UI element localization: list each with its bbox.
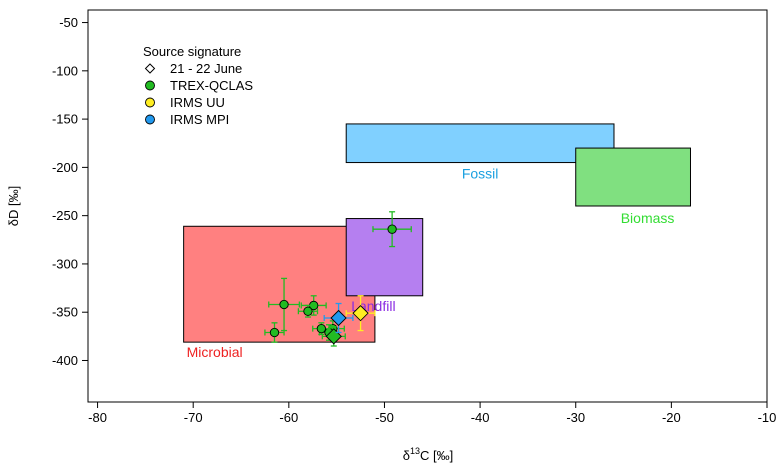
x-tick-label: -60 xyxy=(279,410,298,425)
y-tick-label: -300 xyxy=(52,256,78,271)
legend-label: IRMS MPI xyxy=(170,112,229,127)
y-tick-label: -400 xyxy=(52,353,78,368)
y-tick-label: -350 xyxy=(52,305,78,320)
y-tick-label: -250 xyxy=(52,208,78,223)
source-regions xyxy=(183,123,691,343)
x-axis-label: δ13C [‰] xyxy=(403,446,454,463)
x-tick-label: -70 xyxy=(184,410,203,425)
campaign-irms-uu xyxy=(345,295,376,332)
legend-title: Source signature xyxy=(143,44,241,59)
region-label-microbial: Microbial xyxy=(187,344,243,360)
x-tick-label: -10 xyxy=(758,410,777,425)
campaign-point xyxy=(352,305,369,322)
data-point xyxy=(303,306,313,316)
legend-marker-circle xyxy=(145,80,155,91)
y-axis-label: δD [‰] xyxy=(6,186,21,226)
y-tick-label: -50 xyxy=(59,15,78,30)
region-fossil xyxy=(345,123,615,164)
x-tick-label: -80 xyxy=(88,410,107,425)
data-point xyxy=(387,224,397,234)
region-biomass xyxy=(575,147,691,207)
plot-frame xyxy=(87,9,768,403)
legend-marker-circle xyxy=(145,97,155,108)
campaign-irms-mpi xyxy=(323,302,354,334)
data-point xyxy=(279,299,289,310)
y-tick-label: -200 xyxy=(52,160,78,175)
x-tick-label: -20 xyxy=(662,410,681,425)
region-label-biomass: Biomass xyxy=(621,210,675,226)
region-landfill xyxy=(345,218,424,297)
y-axis-ticks: -50 -100 -150 -200 -250 -300 -350 -400 xyxy=(52,15,88,368)
legend-label: 21 - 22 June xyxy=(170,61,242,76)
data-point xyxy=(269,327,280,338)
legend-label: IRMS UU xyxy=(170,95,225,110)
x-axis-ticks: -80 -70 -60 -50 -40 -30 -20 -10 xyxy=(88,402,776,425)
x-tick-label: -30 xyxy=(566,410,585,425)
y-tick-label: -100 xyxy=(52,63,78,78)
data-points xyxy=(264,211,412,347)
region-microbial xyxy=(183,225,376,343)
campaign-point xyxy=(330,309,347,327)
series-trex-qclas xyxy=(264,211,412,343)
y-tick-label: -150 xyxy=(52,112,78,127)
x-tick-label: -40 xyxy=(471,410,490,425)
data-point xyxy=(316,323,326,334)
legend-marker-diamond xyxy=(144,63,156,74)
region-label-fossil: Fossil xyxy=(462,166,499,182)
legend-label: TREX-QCLAS xyxy=(170,78,253,93)
legend: Source signature 21 - 22 June TREX-QCLAS I… xyxy=(143,44,253,127)
x-tick-label: -50 xyxy=(375,410,394,425)
legend-marker-circle xyxy=(145,114,155,125)
